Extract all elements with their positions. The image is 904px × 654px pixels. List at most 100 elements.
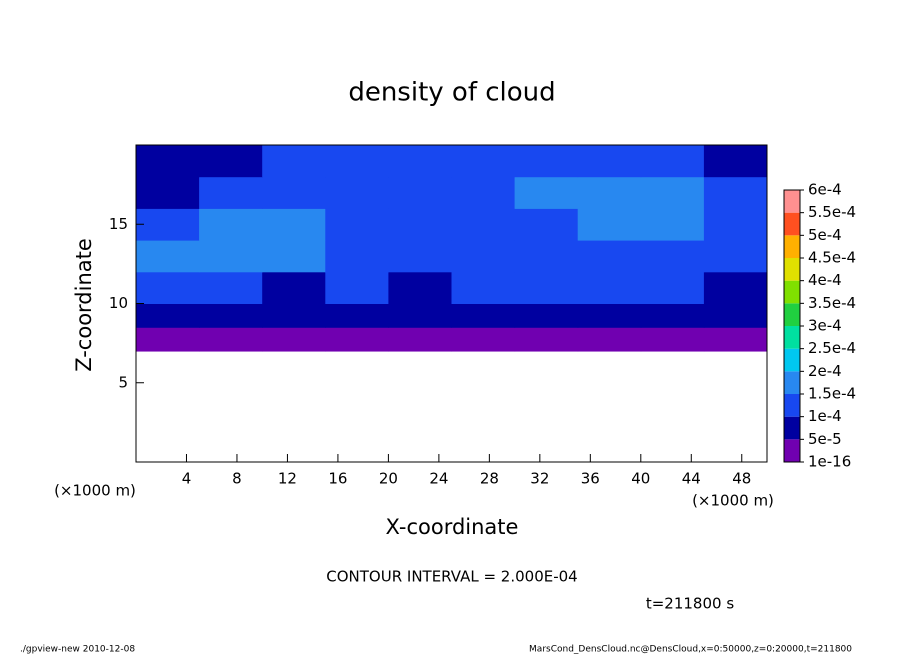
y-tick-label: 5 <box>118 373 128 391</box>
contour-cell <box>451 145 516 178</box>
contour-cell <box>451 176 516 209</box>
x-tick-label: 12 <box>278 470 297 488</box>
contour-cell <box>325 303 389 328</box>
contour-cell <box>514 327 579 352</box>
contour-cell <box>199 303 263 328</box>
y-axis-label: Z-coordinate <box>72 238 96 372</box>
contour-cell <box>199 327 263 352</box>
x-tick-label: 8 <box>232 470 242 488</box>
contour-cell <box>640 145 705 178</box>
colorbar-label: 5.5e-4 <box>808 203 856 221</box>
contour-cell <box>262 303 326 328</box>
contour-cell <box>514 208 579 241</box>
colorbar-swatch <box>784 439 800 462</box>
contour-cell <box>514 176 579 209</box>
contour-cell <box>199 176 263 209</box>
colorbar-label: 6e-4 <box>808 181 842 199</box>
contour-cell <box>514 240 579 273</box>
contour-cell <box>388 208 452 241</box>
colorbar-label: 3.5e-4 <box>808 294 856 312</box>
x-tick-label: 20 <box>379 470 398 488</box>
contour-cell <box>136 271 200 304</box>
x-tick-label: 48 <box>732 470 751 488</box>
contour-cell <box>136 240 200 273</box>
colorbar-label: 4.5e-4 <box>808 249 856 267</box>
contour-cell <box>640 271 705 304</box>
contour-cell <box>451 327 516 352</box>
colorbar-swatch <box>784 258 800 281</box>
footer-left: ./gpview-new 2010-12-08 <box>20 645 135 654</box>
contour-cell <box>577 327 642 352</box>
contour-cell <box>388 176 452 209</box>
colorbar-label: 1e-4 <box>808 407 842 425</box>
contour-cell <box>199 240 263 273</box>
y-tick-label: 15 <box>109 215 128 233</box>
x-tick-label: 32 <box>530 470 549 488</box>
colorbar-label: 3e-4 <box>808 317 842 335</box>
contour-cell <box>577 303 642 328</box>
contour-cell <box>703 208 768 241</box>
contour-cell <box>640 176 705 209</box>
y-unit: (×1000 m) <box>54 482 136 500</box>
contour-cell <box>577 176 642 209</box>
contour-cell <box>703 145 768 178</box>
contour-cell <box>199 145 263 178</box>
colorbar-label: 5e-4 <box>808 226 842 244</box>
contour-cell <box>199 271 263 304</box>
contour-cell <box>640 240 705 273</box>
contour-cell <box>262 208 326 241</box>
x-tick-label: 16 <box>328 470 347 488</box>
footer-right: MarsCond_DensCloud.nc@DensCloud,x=0:5000… <box>529 645 852 654</box>
colorbar-label: 1e-16 <box>808 453 851 471</box>
contour-cell <box>703 176 768 209</box>
contour-cell <box>136 327 200 352</box>
contour-cell <box>262 271 326 304</box>
contour-cell <box>325 176 389 209</box>
chart-title: density of cloud <box>348 78 555 108</box>
contour-cell <box>577 271 642 304</box>
contour-cell <box>325 240 389 273</box>
contour-cell <box>325 327 389 352</box>
contour-cell <box>577 208 642 241</box>
x-tick-label: 36 <box>581 470 600 488</box>
contour-cell <box>514 303 579 328</box>
contour-cell <box>640 303 705 328</box>
colorbar-label: 4e-4 <box>808 271 842 289</box>
contour-cell <box>325 271 389 304</box>
contour-cell <box>514 271 579 304</box>
contour-cell <box>451 271 516 304</box>
contour-cell <box>262 145 326 178</box>
contour-cell <box>136 303 200 328</box>
contour-cell <box>262 176 326 209</box>
x-unit: (×1000 m) <box>692 492 774 510</box>
colorbar-swatch <box>784 212 800 236</box>
contour-note: CONTOUR INTERVAL = 2.000E-04 <box>326 568 577 586</box>
contour-cell <box>388 240 452 273</box>
x-tick-label: 24 <box>429 470 448 488</box>
contour-cell <box>199 208 263 241</box>
contour-cell <box>703 240 768 273</box>
contour-cell <box>451 208 516 241</box>
colorbar-label: 2e-4 <box>808 362 842 380</box>
contour-cell <box>388 303 452 328</box>
contour-cell <box>514 145 579 178</box>
x-axis-label: X-coordinate <box>386 515 519 539</box>
colorbar-swatch <box>784 190 800 213</box>
colorbar-swatch <box>784 371 800 394</box>
contour-cell <box>136 176 200 209</box>
contour-cell <box>325 145 389 178</box>
colorbar-swatch <box>784 280 800 304</box>
colorbar-label: 1.5e-4 <box>808 385 856 403</box>
contour-cell <box>388 145 452 178</box>
contour-cell <box>136 145 200 178</box>
contour-cell <box>640 208 705 241</box>
contour-cell <box>451 240 516 273</box>
contour-cell <box>577 240 642 273</box>
x-tick-label: 40 <box>631 470 650 488</box>
contour-cell <box>136 208 200 241</box>
colorbar-label: 5e-5 <box>808 430 842 448</box>
colorbar-swatch <box>784 303 800 326</box>
y-tick-label: 10 <box>109 294 128 312</box>
time-note: t=211800 s <box>646 595 734 613</box>
